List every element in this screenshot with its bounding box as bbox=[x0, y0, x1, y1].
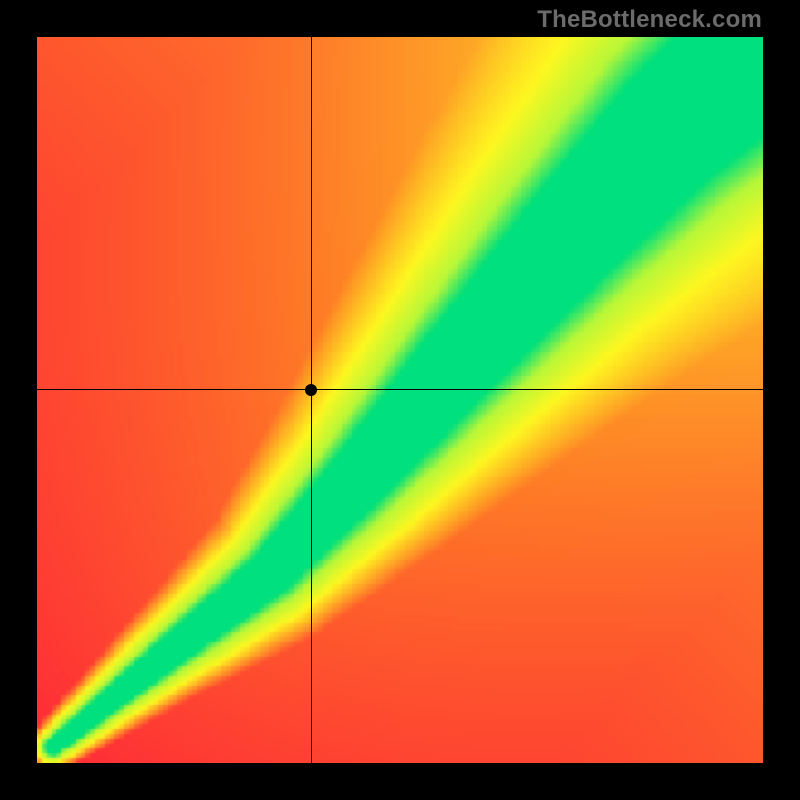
crosshair-horizontal bbox=[37, 389, 763, 390]
watermark-text: TheBottleneck.com bbox=[537, 6, 762, 34]
crosshair-vertical bbox=[311, 37, 312, 763]
outer-frame: TheBottleneck.com bbox=[0, 0, 800, 800]
plot-area bbox=[37, 37, 763, 763]
heatmap-canvas bbox=[37, 37, 763, 763]
